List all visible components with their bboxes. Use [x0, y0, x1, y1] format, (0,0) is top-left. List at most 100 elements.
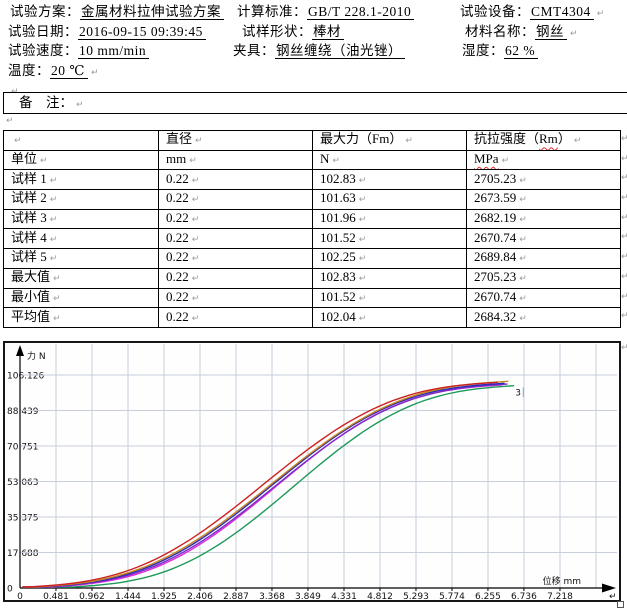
field-value[interactable]: GB/T 228.1-2010	[307, 4, 415, 20]
table-cell: 102.04 ↵	[312, 307, 467, 328]
table-cell: 2705.23 ↵	[466, 267, 621, 289]
table-cell: 0.22 ↵	[158, 189, 313, 210]
x-tick-label: 6.255	[475, 592, 501, 600]
paragraph-mark: ↵	[596, 9, 605, 19]
x-tick-label: 3.368	[259, 592, 285, 600]
curve-orange	[22, 380, 509, 588]
field-value[interactable]: 20 ℃	[50, 62, 88, 79]
table-cell: ↵	[3, 130, 159, 151]
field-label: 夹具：	[233, 43, 275, 58]
table-cell: 0.22 ↵	[158, 267, 313, 289]
paragraph-mark: ↵	[358, 254, 367, 265]
paragraph-mark: ↵	[6, 116, 14, 126]
x-tick-label: 1.925	[151, 592, 177, 600]
curve-green	[22, 385, 515, 588]
field-value[interactable]: CMT4304	[530, 4, 594, 20]
info-field: 湿度：62 %	[458, 41, 604, 61]
table-row: 单位 ↵ mm ↵ N ↵ MPa ↵	[3, 149, 621, 171]
paragraph-mark: ↵	[49, 175, 58, 186]
table-row: 试样 1 ↵ 0.22 ↵ 102.83 ↵ 2705.23 ↵	[3, 169, 621, 191]
table-row: 试样 5 ↵ 0.22 ↵ 102.25 ↵ 2689.84 ↵	[3, 248, 621, 269]
table-cell: 试样 1 ↵	[3, 169, 159, 191]
paragraph-mark: ↵	[49, 254, 58, 265]
paragraph-mark: ↵	[332, 156, 340, 167]
row-paragraph-marks: ↵ ↵ ↵ ↵ ↵ ↵ ↵ ↵ ↵ ↵	[621, 130, 627, 327]
field-value[interactable]: 钢丝	[535, 23, 567, 40]
paragraph-mark: ↵	[519, 313, 527, 324]
x-tick-label: 2.887	[223, 592, 249, 600]
field-value[interactable]: 棒材	[312, 23, 344, 40]
y-tick-label: 0	[7, 585, 13, 595]
paragraph-mark: ↵	[621, 153, 627, 164]
y-tick-label: 88.439	[7, 407, 39, 417]
paragraph-mark: ↵	[519, 175, 527, 186]
paragraph-mark: ↵	[519, 274, 527, 285]
info-field: 试样形状：棒材	[233, 22, 414, 42]
table-row: 最小值 ↵ 0.22 ↵ 101.52 ↵ 2670.74 ↵	[3, 287, 621, 309]
paragraph-mark: ↵	[609, 592, 617, 600]
table-cell: 0.22 ↵	[158, 208, 313, 230]
y-axis-arrow-icon	[16, 345, 24, 356]
info-field: 夹具：钢丝缠绕（油光锉）	[233, 41, 414, 61]
table-cell: 试样 4 ↵	[3, 228, 159, 250]
x-tick-label: 2.406	[187, 592, 213, 600]
table-cell: 直径 ↵	[158, 130, 313, 151]
table-cell: 0.22 ↵	[158, 287, 313, 309]
field-value[interactable]: 62 %	[504, 43, 539, 59]
x-tick-label: 7.218	[547, 592, 573, 600]
paragraph-mark: ↵	[621, 311, 627, 322]
paragraph-mark: ↵	[191, 195, 200, 206]
field-label: 湿度：	[462, 43, 504, 58]
field-value[interactable]: 2016-09-15 09:39:45	[78, 23, 206, 40]
table-row: 试样 3 ↵ 0.22 ↵ 101.96 ↵ 2682.19 ↵	[3, 208, 621, 230]
table-row: 试样 4 ↵ 0.22 ↵ 101.52 ↵ 2670.74 ↵	[3, 228, 621, 250]
table-row: ↵ 直径 ↵ 最大力（Fm） ↵ 抗拉强度（Rm） ↵	[3, 130, 621, 151]
info-column-2: 计算标准：GB/T 228.1-2010 试样形状：棒材 夹具：钢丝缠绕（油光锉）	[233, 2, 415, 61]
paragraph-mark: ↵	[191, 293, 200, 304]
paragraph-mark: ↵	[621, 291, 627, 302]
table-cell: MPa ↵	[466, 149, 621, 171]
y-tick-label: 35.375	[7, 514, 39, 524]
table-cell: 2670.74 ↵	[466, 228, 621, 250]
y-axis-title: 力 N	[27, 350, 46, 362]
paragraph-mark: ↵	[191, 254, 200, 265]
paragraph-mark: ↵	[358, 215, 367, 226]
x-tick-label: 0	[17, 592, 23, 600]
y-tick-label: 70.751	[7, 443, 39, 453]
force-displacement-chart: 0 17.688 35.375 53.063 70.751 88.439 106.126 0 0…	[3, 341, 621, 602]
x-tick-label: 5.774	[439, 592, 465, 600]
table-cell: 试样 3 ↵	[3, 208, 159, 230]
table-cell: 最大力（Fm） ↵	[312, 130, 467, 151]
resize-handle[interactable]	[617, 601, 624, 608]
paragraph-mark: ↵	[49, 215, 58, 226]
paragraph-mark: ↵	[358, 175, 367, 186]
curve-red	[22, 381, 498, 588]
x-tick-label: 0.481	[43, 592, 69, 600]
paragraph-mark: ↵	[358, 195, 367, 206]
remark-box[interactable]: 备 注： ↵	[3, 92, 627, 114]
y-tick-label: 106.126	[7, 372, 44, 382]
curve-label: 3	[515, 388, 521, 398]
results-table: ↵ 直径 ↵ 最大力（Fm） ↵ 抗拉强度（Rm） ↵ 单位 ↵ mm ↵ N ↵ MPa ↵ 试样 1 ↵ 0.…	[3, 130, 621, 328]
field-value[interactable]: 钢丝缠绕（油光锉）	[275, 43, 405, 59]
chart-canvas: 0 17.688 35.375 53.063 70.751 88.439 106.126 0 0…	[7, 344, 617, 602]
paragraph-mark: ↵	[191, 215, 200, 226]
paragraph-mark: ↵	[358, 234, 367, 245]
field-value[interactable]: 金属材料拉伸试验方案	[80, 4, 224, 20]
paragraph-mark: ↵	[621, 173, 627, 184]
table-cell: 2673.59 ↵	[466, 189, 621, 210]
x-axis-title: 位移 mm	[543, 575, 581, 587]
paragraph-mark: ↵	[519, 215, 527, 226]
info-field: 材料名称：钢丝 ↵	[458, 22, 604, 42]
field-value[interactable]: 10 mm/min	[78, 43, 150, 59]
paragraph-mark: ↵	[519, 234, 527, 245]
table-cell: mm ↵	[158, 149, 313, 171]
table-cell: 0.22 ↵	[158, 169, 313, 191]
table-cell: 平均值 ↵	[3, 307, 159, 328]
table-cell: 101.52 ↵	[312, 287, 467, 309]
paragraph-mark: ↵	[570, 28, 578, 39]
table-cell: 试样 2 ↵	[3, 189, 159, 210]
info-field: 试验设备：CMT4304 ↵	[458, 2, 604, 22]
table-cell: 102.83 ↵	[312, 267, 467, 289]
